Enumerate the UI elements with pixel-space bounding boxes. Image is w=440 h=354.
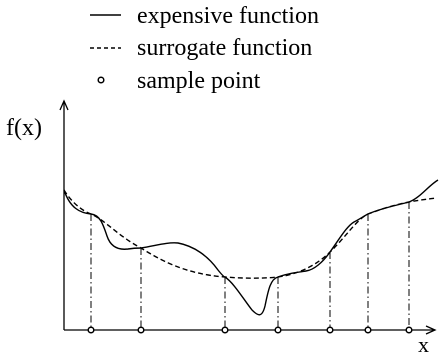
legend-label-sample-point: sample point — [137, 68, 261, 94]
sample-point-6 — [364, 326, 372, 334]
sample-point-2 — [137, 326, 145, 334]
sample-point-7 — [405, 326, 413, 334]
sample-drop-lines — [90, 202, 410, 330]
legend-label-surrogate-function: surrogate function — [137, 35, 312, 61]
legend: expensive function surrogate function sa… — [90, 3, 319, 94]
surrogate-function-curve — [63, 189, 438, 279]
axes: f(x) x — [6, 99, 437, 354]
sample-point-5 — [326, 326, 334, 334]
sample-point-1 — [87, 326, 95, 334]
sample-point-4 — [274, 326, 282, 334]
legend-sample-point-marker — [97, 76, 105, 84]
x-axis-arrowhead — [425, 325, 437, 335]
sample-points — [87, 326, 413, 334]
legend-label-expensive-function: expensive function — [137, 3, 319, 29]
y-axis-arrowhead — [59, 99, 69, 111]
expensive-function-curve — [63, 179, 439, 316]
y-axis-label: f(x) — [6, 115, 42, 141]
x-axis-label: x — [418, 332, 429, 354]
sample-point-3 — [221, 326, 229, 334]
